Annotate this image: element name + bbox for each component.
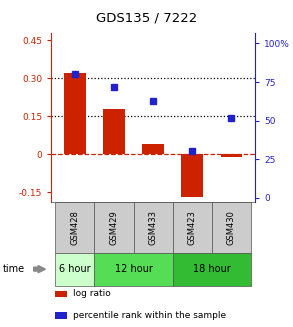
Bar	[142, 144, 164, 154]
Text: 18 hour: 18 hour	[193, 264, 231, 274]
Bar	[173, 202, 212, 253]
Text: GSM423: GSM423	[188, 210, 197, 245]
Bar	[94, 253, 173, 285]
Text: GSM433: GSM433	[149, 210, 158, 245]
Text: GSM429: GSM429	[109, 210, 118, 245]
Text: GSM428: GSM428	[70, 210, 79, 245]
Text: 12 hour: 12 hour	[115, 264, 152, 274]
Bar	[94, 202, 134, 253]
Text: GDS135 / 7222: GDS135 / 7222	[96, 11, 197, 25]
Bar	[103, 109, 125, 154]
Text: log ratio: log ratio	[73, 289, 110, 299]
Bar	[55, 312, 67, 319]
Bar	[55, 290, 67, 297]
Bar	[55, 202, 94, 253]
Text: GSM430: GSM430	[227, 210, 236, 245]
Bar	[181, 154, 203, 197]
Bar	[64, 73, 86, 154]
Text: 6 hour: 6 hour	[59, 264, 91, 274]
Bar	[221, 154, 242, 157]
Bar	[134, 202, 173, 253]
Bar	[212, 202, 251, 253]
Text: time: time	[3, 264, 25, 274]
Bar	[55, 253, 94, 285]
Bar	[173, 253, 251, 285]
Text: percentile rank within the sample: percentile rank within the sample	[73, 311, 226, 320]
